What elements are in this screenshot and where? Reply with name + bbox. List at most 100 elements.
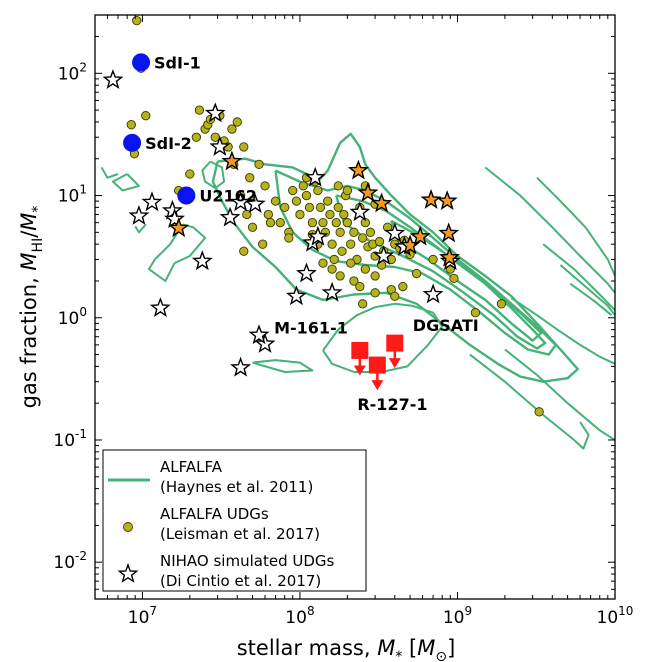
udg-point	[349, 276, 359, 286]
upper-limit-marker	[386, 334, 404, 369]
tick-base: 10	[285, 608, 307, 628]
udg-point	[298, 181, 308, 191]
udg-point	[335, 227, 345, 237]
nihao-orange-star	[347, 159, 369, 180]
y-tick-label: 102	[58, 60, 87, 84]
tick-exp: 9	[464, 604, 472, 618]
labeled-udg-point	[123, 133, 142, 152]
udg-point	[318, 218, 328, 228]
udg-point	[337, 246, 347, 256]
udg-point	[270, 196, 281, 206]
udg-point	[185, 169, 195, 179]
udg-point	[333, 202, 343, 213]
nihao-star	[384, 222, 406, 243]
udg-point	[390, 291, 400, 301]
nihao-star	[307, 225, 329, 246]
legend-star	[117, 562, 139, 583]
upper-limit-label: DGSATI	[413, 316, 479, 335]
udg-point	[239, 246, 249, 256]
tick-base: 10	[53, 431, 75, 451]
upper-limit-marker	[351, 341, 369, 376]
legend-label: ALFALFA UDGs	[160, 505, 269, 523]
legend-sublabel: (Leisman et al. 2017)	[160, 525, 320, 543]
udg-point	[245, 173, 255, 183]
udg-point	[365, 227, 376, 237]
alfalfa-contour	[100, 166, 119, 179]
nihao-star	[149, 297, 171, 318]
tick-base: 10	[58, 187, 80, 207]
tick-base: 10	[597, 608, 619, 628]
upper-limit-marker	[368, 356, 386, 391]
tick-exp: 8	[307, 604, 315, 618]
udg-point	[411, 268, 422, 279]
udg-point	[329, 254, 339, 265]
udg-point	[265, 218, 276, 228]
nihao-orange-star	[357, 181, 379, 202]
udg-point	[449, 273, 459, 284]
udg-point	[346, 239, 356, 249]
alfalfa-contour	[252, 359, 314, 373]
nihao-orange-star	[168, 217, 190, 238]
x-tick-label: 107	[128, 604, 157, 628]
nihao-star	[349, 201, 371, 222]
nihao-star	[373, 245, 395, 265]
nihao-star	[128, 204, 150, 225]
udg-point	[275, 218, 285, 228]
udg-point	[360, 264, 370, 274]
x-label-unit-symbol: M	[417, 636, 435, 660]
udg-point	[398, 281, 408, 292]
nihao-orange-star	[439, 246, 460, 267]
tick-exp: 1	[79, 183, 87, 197]
nihao-star	[230, 191, 252, 212]
udg-point	[258, 239, 268, 249]
nihao-star	[204, 102, 226, 123]
plot-frame	[94, 14, 616, 600]
nihao-star	[286, 285, 307, 306]
x-tick-label: 108	[285, 604, 314, 628]
x-tick-label: 1010	[597, 604, 634, 628]
udg-point	[428, 254, 438, 265]
labeled-udg-point	[132, 53, 151, 72]
legend-sublabel: (Di Cintio et al. 2017)	[160, 572, 321, 590]
udg-point	[260, 181, 270, 191]
nihao-star	[164, 208, 185, 229]
nihao-star	[141, 191, 163, 212]
udg-label: SdI-1	[154, 53, 201, 72]
udg-point	[370, 271, 380, 281]
nihao-star	[219, 206, 241, 227]
y-label-text: gas fraction,	[17, 271, 41, 409]
tick-base: 10	[58, 309, 80, 329]
udg-point	[370, 288, 380, 298]
nihao-star	[209, 135, 231, 156]
alfalfa-contour	[469, 353, 575, 441]
legend-label: ALFALFA	[160, 458, 223, 476]
x-label-symbol: M	[377, 636, 395, 660]
nihao-orange-star	[221, 150, 243, 171]
legend-circle	[123, 522, 133, 532]
udg-label: U2162	[199, 187, 257, 206]
udg-point	[355, 281, 365, 292]
tick-exp: -2	[75, 549, 87, 563]
udg-point	[301, 190, 312, 201]
udg-point	[254, 159, 264, 169]
alfalfa-contour	[559, 264, 615, 316]
alfalfa-contour	[573, 421, 590, 450]
udg-point	[357, 299, 368, 309]
y-tick-label: 10-2	[53, 549, 87, 573]
y-label-slash: /	[17, 230, 41, 238]
alfalfa-contour	[201, 160, 226, 190]
alfalfa-contour	[134, 223, 147, 234]
udg-point	[280, 202, 290, 213]
nihao-star	[191, 250, 213, 271]
udg-point	[331, 218, 341, 228]
alfalfa-contour	[147, 223, 207, 282]
udg-point	[339, 209, 349, 220]
nihao-star	[304, 166, 326, 187]
y-label-star-sub: *	[30, 206, 46, 213]
udg-point	[335, 271, 345, 281]
udg-point	[318, 258, 328, 268]
x-label-unit: [	[402, 636, 417, 660]
y-tick-label: 100	[58, 305, 87, 329]
